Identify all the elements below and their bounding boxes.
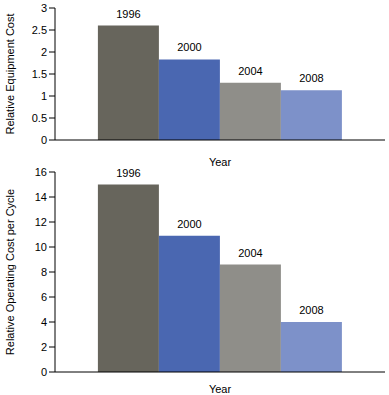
svg-text:2000: 2000 bbox=[177, 41, 201, 53]
svg-text:2.5: 2.5 bbox=[32, 24, 47, 36]
svg-text:6: 6 bbox=[41, 291, 47, 303]
svg-text:Relative Equipment Cost: Relative Equipment Cost bbox=[8, 13, 16, 134]
svg-text:0.5: 0.5 bbox=[32, 112, 47, 124]
svg-text:Year: Year bbox=[209, 156, 232, 168]
svg-text:0: 0 bbox=[41, 134, 47, 146]
svg-text:2008: 2008 bbox=[299, 72, 323, 84]
svg-text:Relative Operating Cost per Cy: Relative Operating Cost per Cycle bbox=[8, 189, 16, 355]
svg-text:8: 8 bbox=[41, 266, 47, 278]
svg-text:2004: 2004 bbox=[238, 65, 262, 77]
svg-text:4: 4 bbox=[41, 316, 47, 328]
svg-text:Year: Year bbox=[209, 383, 232, 395]
svg-text:16: 16 bbox=[35, 166, 47, 178]
svg-text:2000: 2000 bbox=[177, 218, 201, 230]
svg-text:2: 2 bbox=[41, 341, 47, 353]
svg-text:0: 0 bbox=[41, 366, 47, 378]
svg-text:12: 12 bbox=[35, 216, 47, 228]
svg-text:2: 2 bbox=[41, 46, 47, 58]
svg-text:2004: 2004 bbox=[238, 247, 262, 259]
svg-text:10: 10 bbox=[35, 241, 47, 253]
svg-text:1996: 1996 bbox=[116, 167, 140, 179]
svg-text:1.5: 1.5 bbox=[32, 68, 47, 80]
svg-text:1996: 1996 bbox=[116, 8, 140, 20]
svg-text:1: 1 bbox=[41, 90, 47, 102]
svg-text:3: 3 bbox=[41, 2, 47, 14]
svg-text:2008: 2008 bbox=[299, 304, 323, 316]
svg-text:14: 14 bbox=[35, 191, 47, 203]
